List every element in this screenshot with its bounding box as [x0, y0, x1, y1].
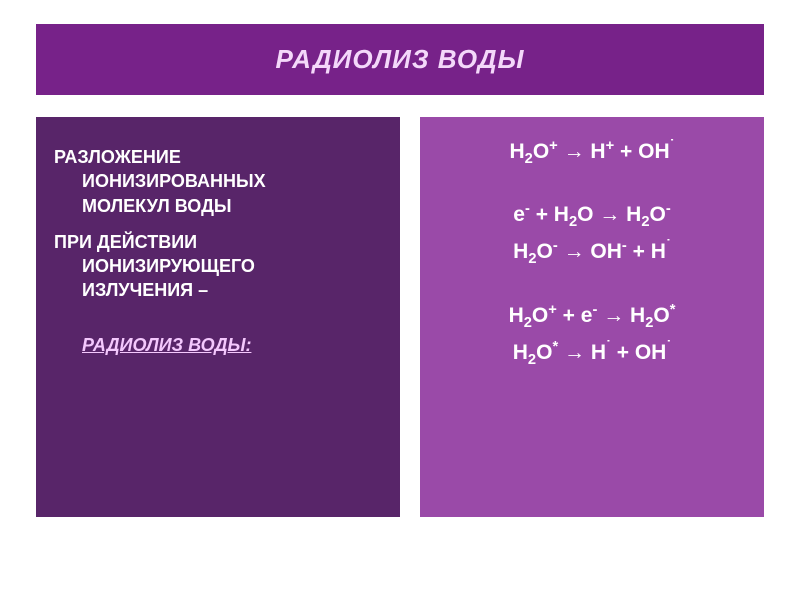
equation-4: H2O+ + e- → H2O*: [428, 299, 756, 334]
p1-line2: ИОНИЗИРОВАННЫХ: [54, 169, 382, 193]
paragraph-2: ПРИ ДЕЙСТВИИ ИОНИЗИРУЮЩЕГО ИЗЛУЧЕНИЯ –: [54, 230, 382, 303]
spacer: [428, 273, 756, 299]
p2-line2: ИОНИЗИРУЮЩЕГО: [54, 254, 382, 278]
p1-line3: МОЛЕКУЛ ВОДЫ: [54, 194, 382, 218]
paragraph-1: РАЗЛОЖЕНИЕ ИОНИЗИРОВАННЫХ МОЛЕКУЛ ВОДЫ: [54, 145, 382, 218]
left-panel: РАЗЛОЖЕНИЕ ИОНИЗИРОВАННЫХ МОЛЕКУЛ ВОДЫ П…: [36, 117, 400, 517]
equation-3: H2O- → OH- + H˙: [428, 235, 756, 270]
slide: РАДИОЛИЗ ВОДЫ РАЗЛОЖЕНИЕ ИОНИЗИРОВАННЫХ …: [0, 0, 800, 600]
equation-2: e- + H2O → H2O-: [428, 198, 756, 233]
p1-line1: РАЗЛОЖЕНИЕ: [54, 145, 382, 169]
definition-label: РАДИОЛИЗ ВОДЫ:: [54, 333, 382, 357]
right-panel: H2O+ → H+ + OH˙ e- + H2O → H2O- H2O- → O…: [420, 117, 764, 517]
p2-line1: ПРИ ДЕЙСТВИИ: [54, 230, 382, 254]
p2-line3: ИЗЛУЧЕНИЯ –: [54, 278, 382, 302]
equation-5: H2O* → H˙ + OH˙: [428, 336, 756, 371]
spacer: [428, 172, 756, 198]
slide-title: РАДИОЛИЗ ВОДЫ: [36, 24, 764, 95]
content-columns: РАЗЛОЖЕНИЕ ИОНИЗИРОВАННЫХ МОЛЕКУЛ ВОДЫ П…: [36, 117, 764, 517]
equation-1: H2O+ → H+ + OH˙: [428, 135, 756, 170]
